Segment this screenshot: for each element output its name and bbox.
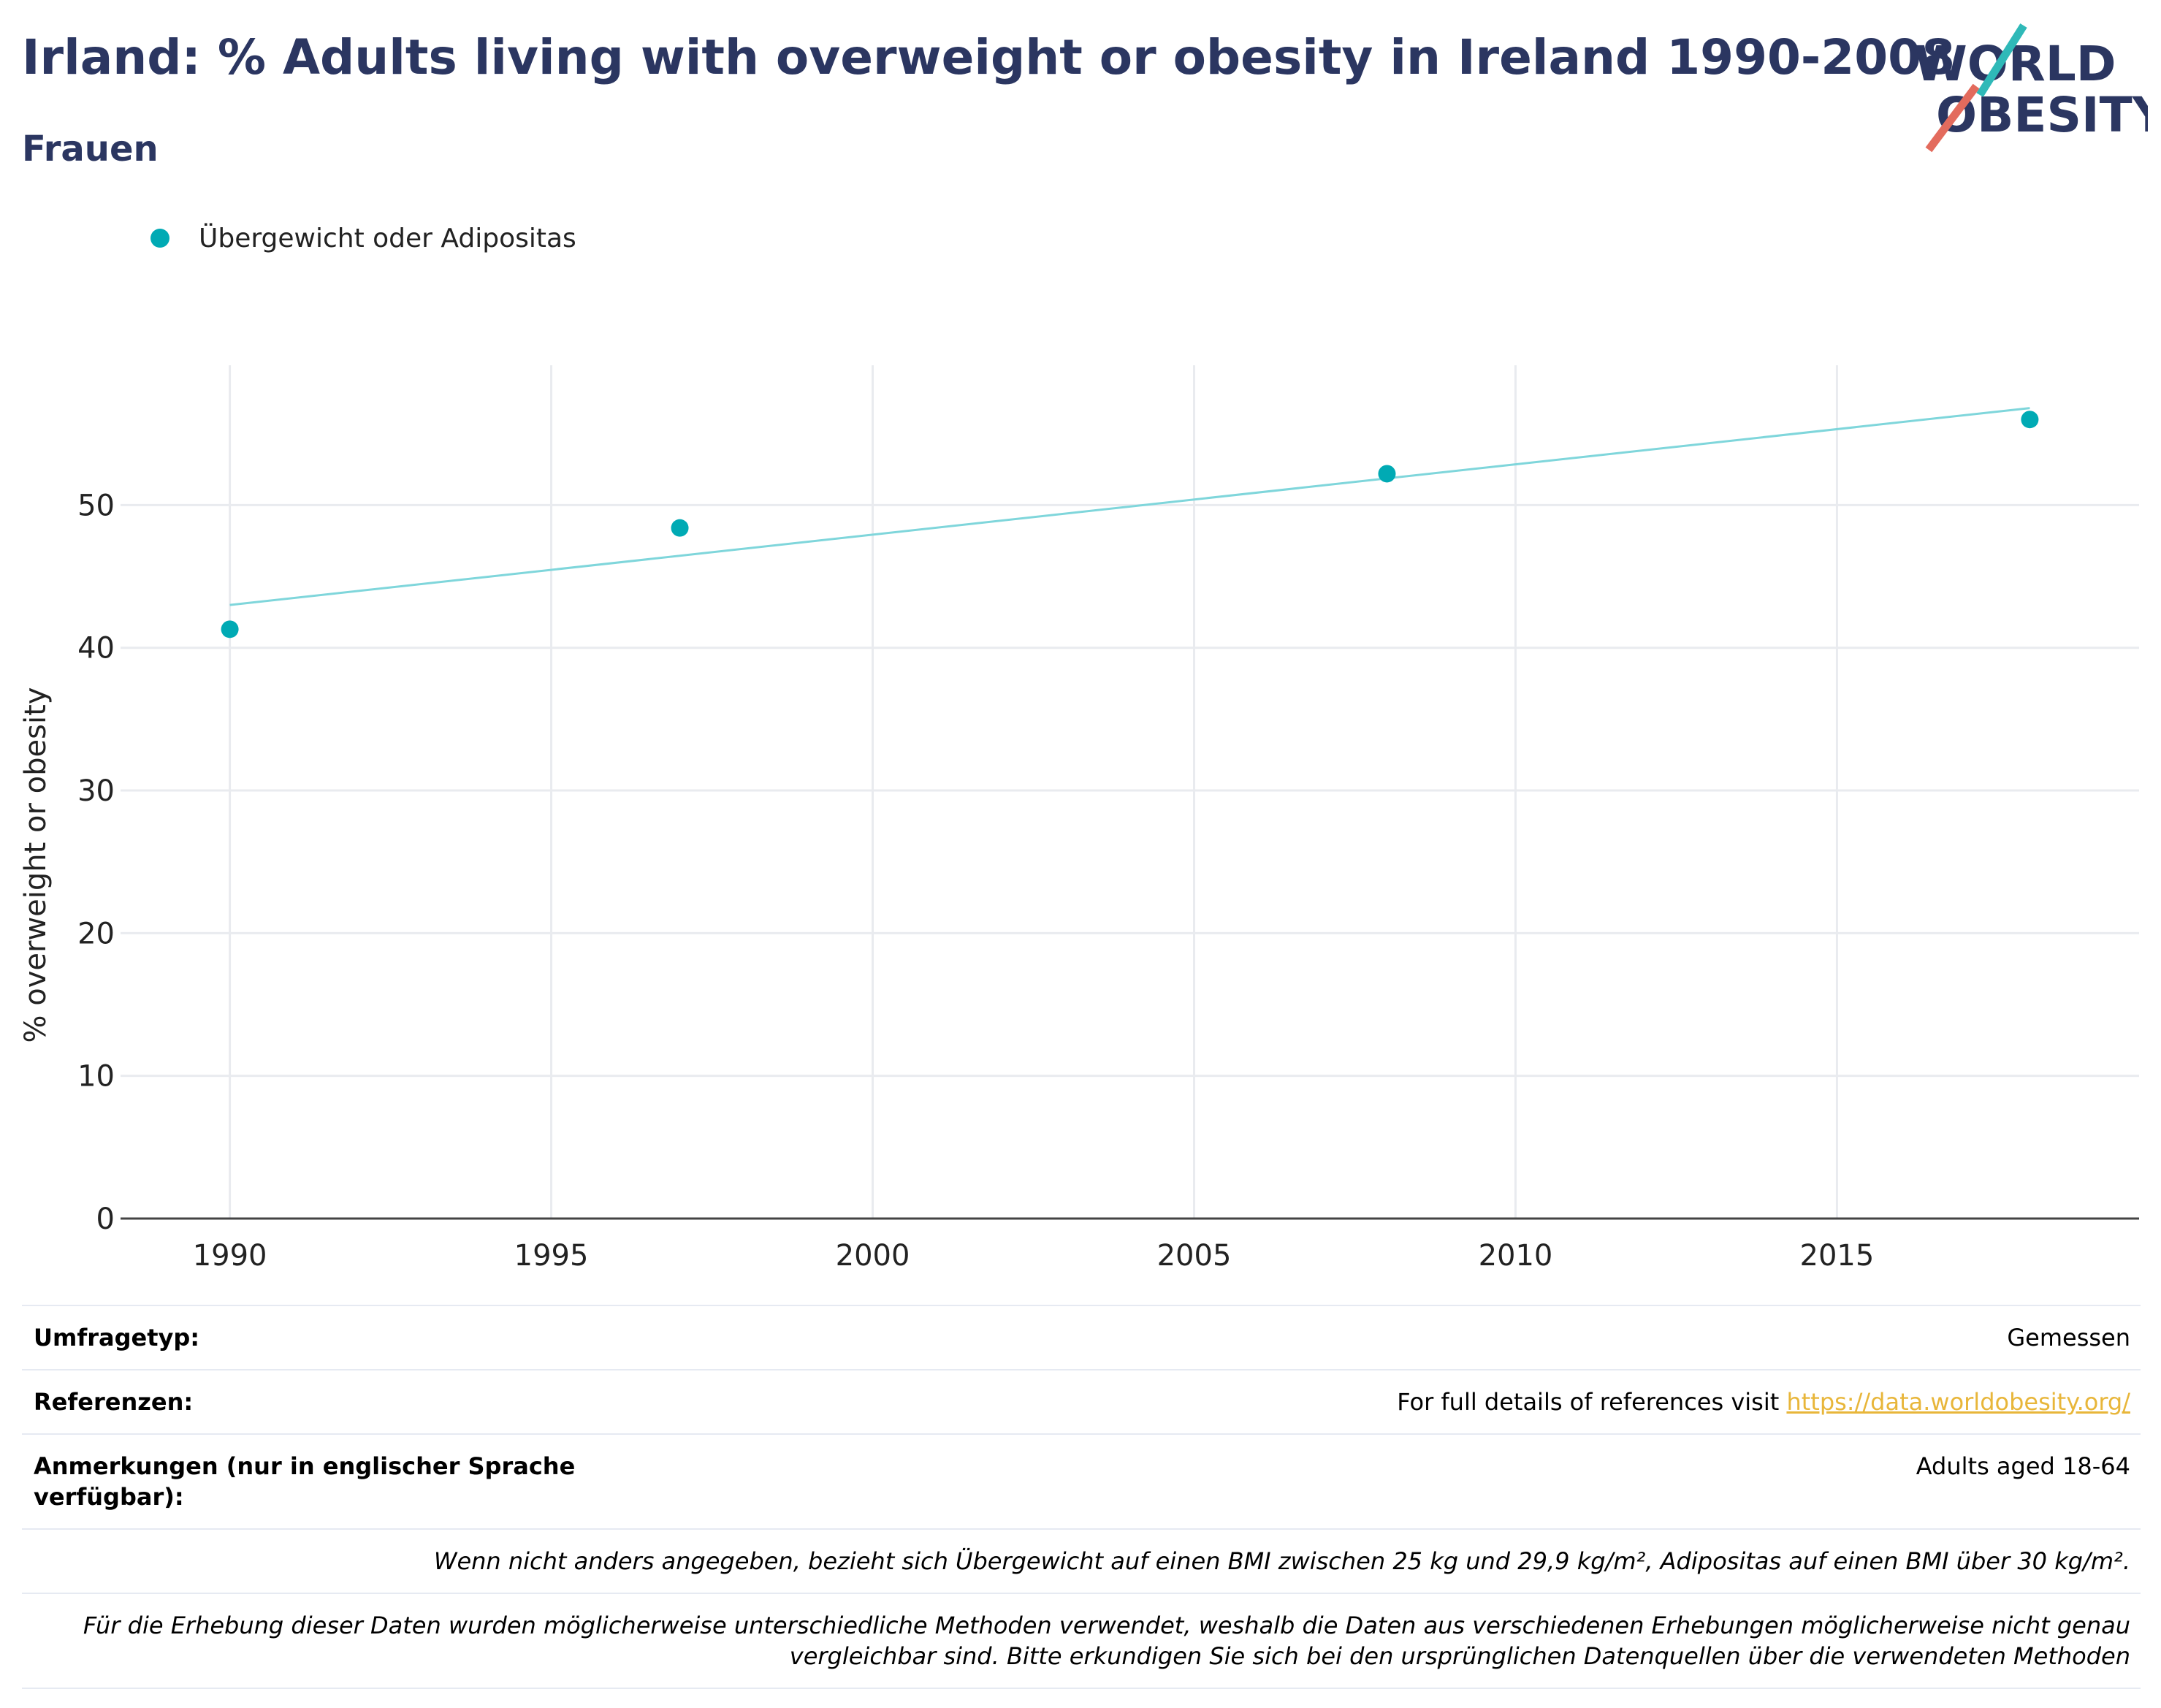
x-tick-label: 1990 <box>193 1239 267 1273</box>
page-title: Irland: % Adults living with overweight … <box>22 29 1955 85</box>
y-axis-title: % overweight or obesity <box>19 687 53 1043</box>
y-tick-label: 50 <box>77 489 115 522</box>
trendline-layer <box>229 407 2030 606</box>
data-points <box>221 411 2039 638</box>
chart: 1990 1995 2000 2005 2010 2015 0 10 20 30 40 50 % ov… <box>19 365 2139 1273</box>
grid-lines <box>121 365 2139 1219</box>
logo-slash-red <box>1925 83 1980 153</box>
x-tick-label: 1995 <box>514 1239 589 1273</box>
x-tick-label: 2015 <box>1800 1239 1875 1273</box>
methods-note-line2: vergleichbar sind. Bitte erkundigen Sie … <box>789 1642 2130 1670</box>
references-value: For full details of references visit htt… <box>1397 1387 2130 1417</box>
legend[interactable]: Übergewicht oder Adipositas <box>150 216 576 260</box>
data-point <box>2021 411 2039 429</box>
info-row-references: Referenzen: For full details of referenc… <box>22 1370 2141 1435</box>
methods-note-line1: Für die Erhebung dieser Daten wurden mög… <box>83 1612 2130 1639</box>
references-text: For full details of references visit <box>1397 1388 1787 1416</box>
methods-note: Für die Erhebung dieser Daten wurden mög… <box>22 1594 2141 1689</box>
y-tick-label: 20 <box>77 917 115 950</box>
legend-marker <box>150 229 169 248</box>
references-label: Referenzen: <box>34 1388 194 1416</box>
info-table: Umfragetyp: Gemessen Referenzen: For ful… <box>22 1305 2141 1689</box>
page-subtitle: Frauen <box>22 129 159 169</box>
x-tick-label: 2010 <box>1479 1239 1553 1273</box>
axes: 1990 1995 2000 2005 2010 2015 0 10 20 30 40 50 <box>77 489 2139 1273</box>
data-point <box>671 519 689 537</box>
survey-type-value: Gemessen <box>2007 1324 2130 1351</box>
data-point <box>221 620 239 638</box>
notes-label: Anmerkungen (nur in englischer Sprache v… <box>34 1452 576 1511</box>
references-link[interactable]: https://data.worldobesity.org/ <box>1786 1388 2130 1416</box>
info-row-notes: Anmerkungen (nur in englischer Sprache v… <box>22 1435 2141 1530</box>
bmi-definition-note: Wenn nicht anders angegeben, bezieht sic… <box>22 1530 2141 1594</box>
survey-type-label: Umfragetyp: <box>34 1324 200 1351</box>
y-tick-label: 40 <box>77 632 115 666</box>
logo-slash-teal <box>1976 23 2027 97</box>
legend-label: Übergewicht oder Adipositas <box>199 223 576 253</box>
notes-value: Adults aged 18-64 <box>1916 1452 2130 1480</box>
trendline <box>229 407 2030 606</box>
y-tick-label: 0 <box>96 1202 115 1236</box>
y-tick-label: 30 <box>77 774 115 808</box>
y-tick-label: 10 <box>77 1060 115 1094</box>
data-point <box>1378 465 1396 483</box>
world-obesity-logo[interactable]: WORLD OBESITY <box>1899 22 2148 153</box>
x-tick-label: 2000 <box>836 1239 910 1273</box>
info-row-survey-type: Umfragetyp: Gemessen <box>22 1305 2141 1370</box>
x-tick-label: 2005 <box>1157 1239 1232 1273</box>
